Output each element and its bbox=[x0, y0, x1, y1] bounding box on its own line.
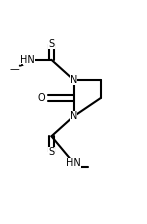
Text: HN: HN bbox=[66, 158, 81, 168]
Text: O: O bbox=[37, 93, 45, 103]
Text: S: S bbox=[48, 147, 55, 157]
Text: N: N bbox=[70, 111, 77, 121]
Text: S: S bbox=[48, 39, 55, 49]
Text: —: — bbox=[10, 64, 20, 74]
Text: N: N bbox=[70, 75, 77, 85]
Text: HN: HN bbox=[20, 55, 35, 65]
